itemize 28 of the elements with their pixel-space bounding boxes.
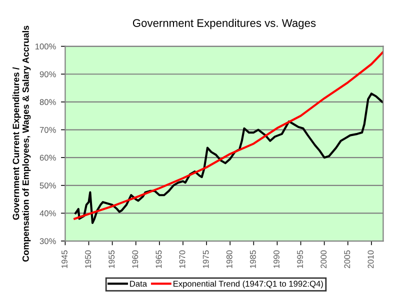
x-tick-label: 1965 <box>156 250 162 268</box>
y-tick-label: 40% <box>40 210 56 216</box>
y-tick-label: 50% <box>40 182 56 188</box>
chart-title: Government Expenditures vs. Wages <box>132 18 316 30</box>
x-tick-label: 1975 <box>202 250 209 268</box>
y-tick-label: 30% <box>40 238 56 244</box>
x-tick-label: 1955 <box>108 250 115 268</box>
x-tick-label: 2010 <box>368 250 374 268</box>
x-tick-label: 1995 <box>297 250 303 268</box>
x-tick-label: 1985 <box>250 250 256 268</box>
line-series <box>74 50 384 220</box>
y-tick-label: 70% <box>40 126 56 133</box>
x-tick-label: 2000 <box>320 250 327 268</box>
y-tick-label: 60% <box>40 154 56 161</box>
y-tick-label: 90% <box>40 71 56 78</box>
x-tick-label: 1970 <box>179 250 186 268</box>
legend-label: Exponential Trend (1947:Q1 to 1992:Q4) <box>174 280 323 288</box>
y-tick-label: 80% <box>40 99 56 106</box>
x-tick-label: 1960 <box>132 250 138 268</box>
y-axis-title: Government Current Expenditures / Compensation of Employees, Wages & Salary Accruals <box>12 26 31 262</box>
y-tick-label: 100% <box>35 44 56 50</box>
x-tick-label: 2005 <box>344 250 350 268</box>
line-series <box>74 92 384 224</box>
x-tick-label: 1950 <box>85 250 91 268</box>
x-tick-label: 1980 <box>226 250 232 268</box>
legend-label: Data <box>130 280 148 287</box>
x-tick-label: 1990 <box>274 250 280 268</box>
x-tick-label: 1945 <box>62 250 68 268</box>
